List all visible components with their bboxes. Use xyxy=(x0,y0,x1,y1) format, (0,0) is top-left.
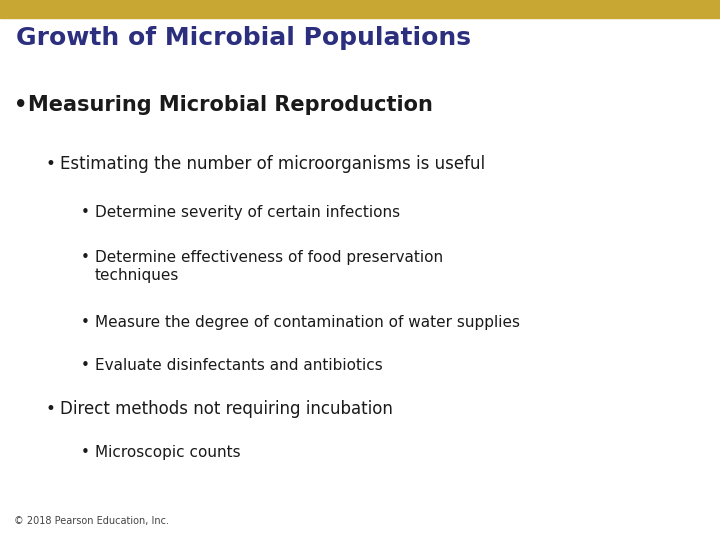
Text: •: • xyxy=(14,95,27,115)
Text: Direct methods not requiring incubation: Direct methods not requiring incubation xyxy=(60,400,393,418)
Text: Microscopic counts: Microscopic counts xyxy=(95,445,240,460)
Text: •: • xyxy=(46,400,56,418)
Text: •: • xyxy=(81,358,90,373)
Text: Measuring Microbial Reproduction: Measuring Microbial Reproduction xyxy=(28,95,433,115)
Text: Determine severity of certain infections: Determine severity of certain infections xyxy=(95,205,400,220)
Text: Determine effectiveness of food preservation
techniques: Determine effectiveness of food preserva… xyxy=(95,250,443,283)
Text: •: • xyxy=(81,445,90,460)
Text: Measure the degree of contamination of water supplies: Measure the degree of contamination of w… xyxy=(95,315,520,330)
Text: •: • xyxy=(81,250,90,265)
Text: Growth of Microbial Populations: Growth of Microbial Populations xyxy=(16,26,471,50)
Text: © 2018 Pearson Education, Inc.: © 2018 Pearson Education, Inc. xyxy=(14,516,169,526)
Text: •: • xyxy=(81,205,90,220)
Bar xyxy=(0,0,720,18)
Text: •: • xyxy=(46,155,56,173)
Text: Evaluate disinfectants and antibiotics: Evaluate disinfectants and antibiotics xyxy=(95,358,383,373)
Text: •: • xyxy=(81,315,90,330)
Text: Estimating the number of microorganisms is useful: Estimating the number of microorganisms … xyxy=(60,155,485,173)
